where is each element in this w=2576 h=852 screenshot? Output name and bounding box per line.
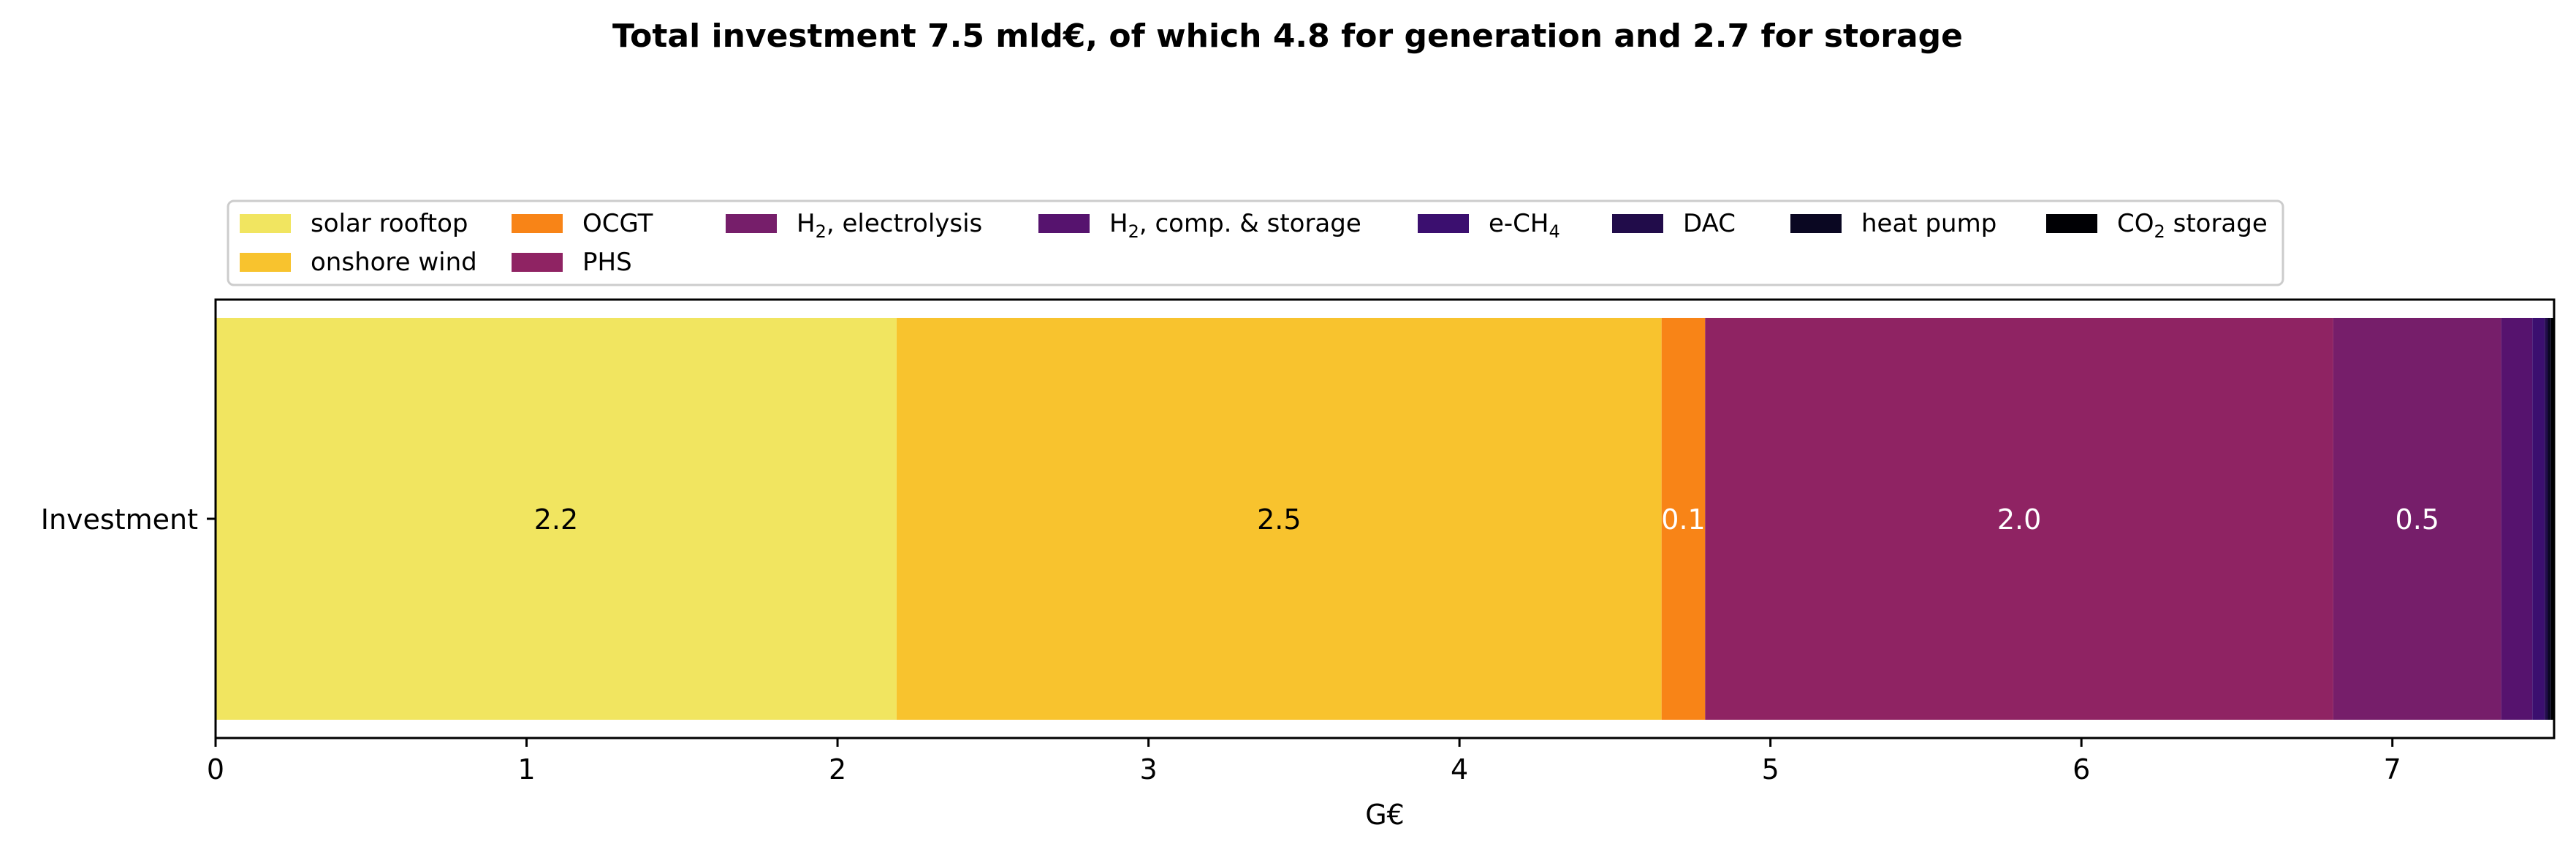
legend-item-e-ch4: e-CH4 [1418,209,1560,242]
legend: solar rooftop onshore wind OCGT PHS H2, elec… [227,199,2284,286]
data-label-ocgt: 0.1 [1661,503,1705,536]
legend-label: DAC [1683,209,1736,238]
bar-segment-phs [1705,318,2333,720]
legend-label: OCGT [582,209,653,238]
legend-swatch [240,253,291,272]
x-axis-label: G€ [1365,799,1405,831]
legend-label: e-CH4 [1489,209,1560,242]
bar-segment-onshore-wind [896,318,1662,720]
legend-item-co2-storage: CO2 storage [2046,209,2268,242]
bar-stack [216,318,2554,720]
legend-item-phs: PHS [512,248,632,277]
bar-segment-heat-pump [2547,318,2551,720]
legend-swatch [1038,214,1090,233]
legend-label: CO2 storage [2117,209,2268,242]
bar-segment-h2-comp-storage [2501,318,2533,720]
legend-label: solar rooftop [311,209,468,238]
chart-title: Total investment 7.5 mld€, of which 4.8 … [612,18,1963,55]
legend-item-solar-rooftop: solar rooftop [240,209,468,238]
bar-segment-solar-rooftop [216,318,897,720]
legend-label: onshore wind [311,248,477,277]
x-tick-label: 2 [829,753,846,786]
legend-item-h2-electrolysis: H2, electrolysis [726,209,982,242]
x-tick-label: 3 [1140,753,1158,786]
legend-label: H2, electrolysis [797,209,982,242]
legend-swatch [1418,214,1469,233]
x-tick-label: 4 [1451,753,1468,786]
bar-segment-co2-storage [2550,318,2554,720]
data-label-onshore-wind: 2.5 [1257,503,1301,536]
bar-segment-h2-electrolysis [2333,318,2501,720]
y-axis: Investment [41,503,216,536]
data-label-solar-rooftop: 2.2 [534,503,578,536]
legend-swatch [1612,214,1663,233]
legend-label: H2, comp. & storage [1109,209,1361,242]
bar-segment-ocgt [1661,318,1706,720]
legend-label: heat pump [1861,209,1996,238]
data-label-phs: 2.0 [1997,503,2041,536]
legend-item-onshore-wind: onshore wind [240,248,477,277]
x-tick-label: 0 [207,753,224,786]
legend-swatch [1790,214,1842,233]
bar-segment-e-ch4 [2532,318,2545,720]
x-tick-label: 1 [517,753,535,786]
legend-label: PHS [582,248,632,277]
y-tick-label: Investment [41,503,198,536]
data-label-h2-electrolysis: 0.5 [2395,503,2439,536]
legend-swatch [240,214,291,233]
plot-area: 2.2 2.5 0.1 2.0 0.5 [214,298,2556,739]
legend-swatch [512,214,563,233]
x-tick-label: 5 [1762,753,1779,786]
x-tick-label: 7 [2384,753,2401,786]
legend-swatch [2046,214,2097,233]
x-axis: 0 1 2 3 4 5 6 7 [207,738,2401,786]
legend-item-dac: DAC [1612,209,1736,238]
legend-swatch [726,214,777,233]
legend-item-h2-comp-storage: H2, comp. & storage [1038,209,1361,242]
bar-segment-dac [2545,318,2548,720]
bar-labels: 2.2 2.5 0.1 2.0 0.5 [534,503,2439,536]
legend-item-ocgt: OCGT [512,209,653,238]
x-tick-label: 6 [2072,753,2090,786]
legend-item-heat-pump: heat pump [1790,209,1996,238]
legend-swatch [512,253,563,272]
